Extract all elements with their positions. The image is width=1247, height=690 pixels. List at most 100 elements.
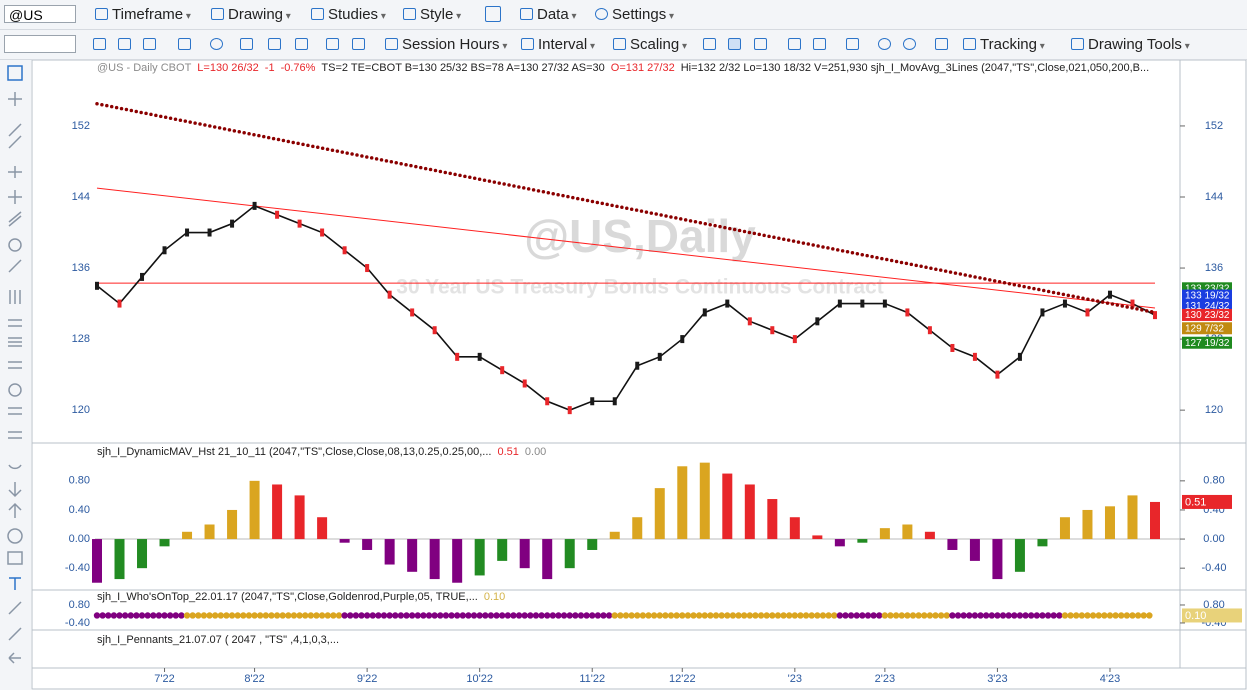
histogram-bar: [474, 539, 485, 576]
icon[interactable]: [295, 38, 308, 50]
y-tick-label: 144: [1205, 191, 1223, 203]
price-bar: [140, 272, 145, 281]
menu-button[interactable]: Settings: [612, 6, 674, 23]
header-text: 0.51: [497, 446, 519, 458]
icon[interactable]: [703, 38, 716, 50]
y-tick-label: 0.00: [1203, 533, 1224, 545]
state-dot: [1044, 612, 1052, 619]
state-dot: [392, 612, 399, 619]
state-dot: [791, 612, 799, 619]
price-bar: [725, 299, 730, 308]
state-dot: [268, 612, 275, 619]
y-tick-label: 0.00: [69, 533, 90, 545]
price-bar: [590, 397, 595, 406]
state-dot: [589, 612, 596, 619]
price-bar: [567, 406, 572, 415]
price-bar: [387, 290, 392, 299]
state-dot: [296, 612, 303, 619]
state-dot: [318, 612, 326, 619]
histogram-bar: [767, 499, 778, 540]
state-dot: [999, 612, 1007, 619]
icon[interactable]: [813, 38, 826, 50]
price-bar: [815, 317, 820, 326]
state-dot: [1095, 612, 1102, 619]
histogram-bar: [1150, 501, 1160, 540]
state-dot: [898, 612, 905, 619]
histogram-bar: [1014, 539, 1025, 572]
menu-button[interactable]: Tracking: [980, 36, 1045, 53]
icon[interactable]: [754, 38, 767, 50]
icon[interactable]: [485, 6, 501, 22]
menu-button[interactable]: Timeframe: [112, 6, 191, 23]
combo-box[interactable]: [4, 35, 76, 53]
menu-button[interactable]: Data: [537, 6, 577, 23]
histogram-bar: [362, 539, 373, 550]
histogram-bar: [564, 539, 575, 569]
icon[interactable]: [878, 38, 891, 50]
histogram-bar: [902, 524, 913, 540]
histogram-bar: [294, 495, 305, 540]
icon[interactable]: [143, 38, 156, 50]
menu-button[interactable]: Session Hours: [402, 36, 507, 53]
state-dot: [560, 612, 568, 619]
state-dot: [577, 612, 585, 619]
histogram-bar: [969, 539, 980, 561]
histogram-bar: [879, 528, 890, 540]
menu-button[interactable]: Scaling: [630, 36, 687, 53]
histogram-bar: [1037, 539, 1048, 547]
state-dot: [724, 612, 731, 619]
icon[interactable]: [178, 38, 191, 50]
icon[interactable]: [210, 38, 223, 50]
icon[interactable]: [352, 38, 365, 50]
icon[interactable]: [240, 38, 253, 50]
icon[interactable]: [903, 38, 916, 50]
state-dot: [1112, 612, 1119, 619]
state-dot: [110, 612, 118, 619]
state-dot: [634, 612, 641, 619]
state-dot: [1016, 612, 1024, 619]
menu-button[interactable]: Style: [420, 6, 461, 23]
state-dot: [966, 612, 973, 619]
price-bar: [320, 228, 325, 237]
y-tick-label: 0.80: [1203, 475, 1224, 487]
menu-button[interactable]: Studies: [328, 6, 386, 23]
menu-button[interactable]: Drawing Tools: [1088, 36, 1190, 53]
state-dot: [1106, 612, 1114, 619]
state-dot: [1073, 612, 1080, 619]
price-label-box: [1182, 282, 1232, 295]
state-dot: [988, 612, 995, 619]
state-dot: [285, 612, 292, 619]
state-dot: [172, 612, 179, 619]
state-dot: [1067, 612, 1074, 619]
price-bar: [1085, 308, 1090, 317]
icon: [963, 38, 976, 50]
price-label-box: [1182, 299, 1232, 312]
menu-button[interactable]: Drawing: [228, 6, 291, 23]
state-dot: [116, 612, 123, 619]
state-dot: [937, 612, 945, 619]
symbol-box[interactable]: @US: [4, 5, 76, 23]
icon[interactable]: [326, 38, 339, 50]
icon[interactable]: [118, 38, 131, 50]
state-dot: [532, 612, 540, 619]
price-label-box: [1182, 322, 1232, 335]
icon[interactable]: [93, 38, 106, 50]
state-dot: [521, 612, 528, 619]
icon[interactable]: [788, 38, 801, 50]
main-toolbar: @US Timeframe Drawing Studies Style Data…: [0, 0, 1247, 30]
state-dot: [150, 612, 157, 619]
histogram-bar: [1104, 506, 1115, 540]
state-dot: [617, 612, 624, 619]
state-dot: [358, 612, 365, 619]
histogram-bar: [317, 517, 328, 540]
state-dot: [262, 612, 270, 619]
state-dot: [707, 612, 714, 619]
state-dot: [729, 612, 737, 619]
x-tick-label: 10'22: [466, 673, 493, 685]
state-dot: [1039, 612, 1046, 619]
menu-button[interactable]: Interval: [538, 36, 595, 53]
icon[interactable]: [268, 38, 281, 50]
icon[interactable]: [846, 38, 859, 50]
icon[interactable]: [728, 38, 741, 50]
icon[interactable]: [935, 38, 948, 50]
